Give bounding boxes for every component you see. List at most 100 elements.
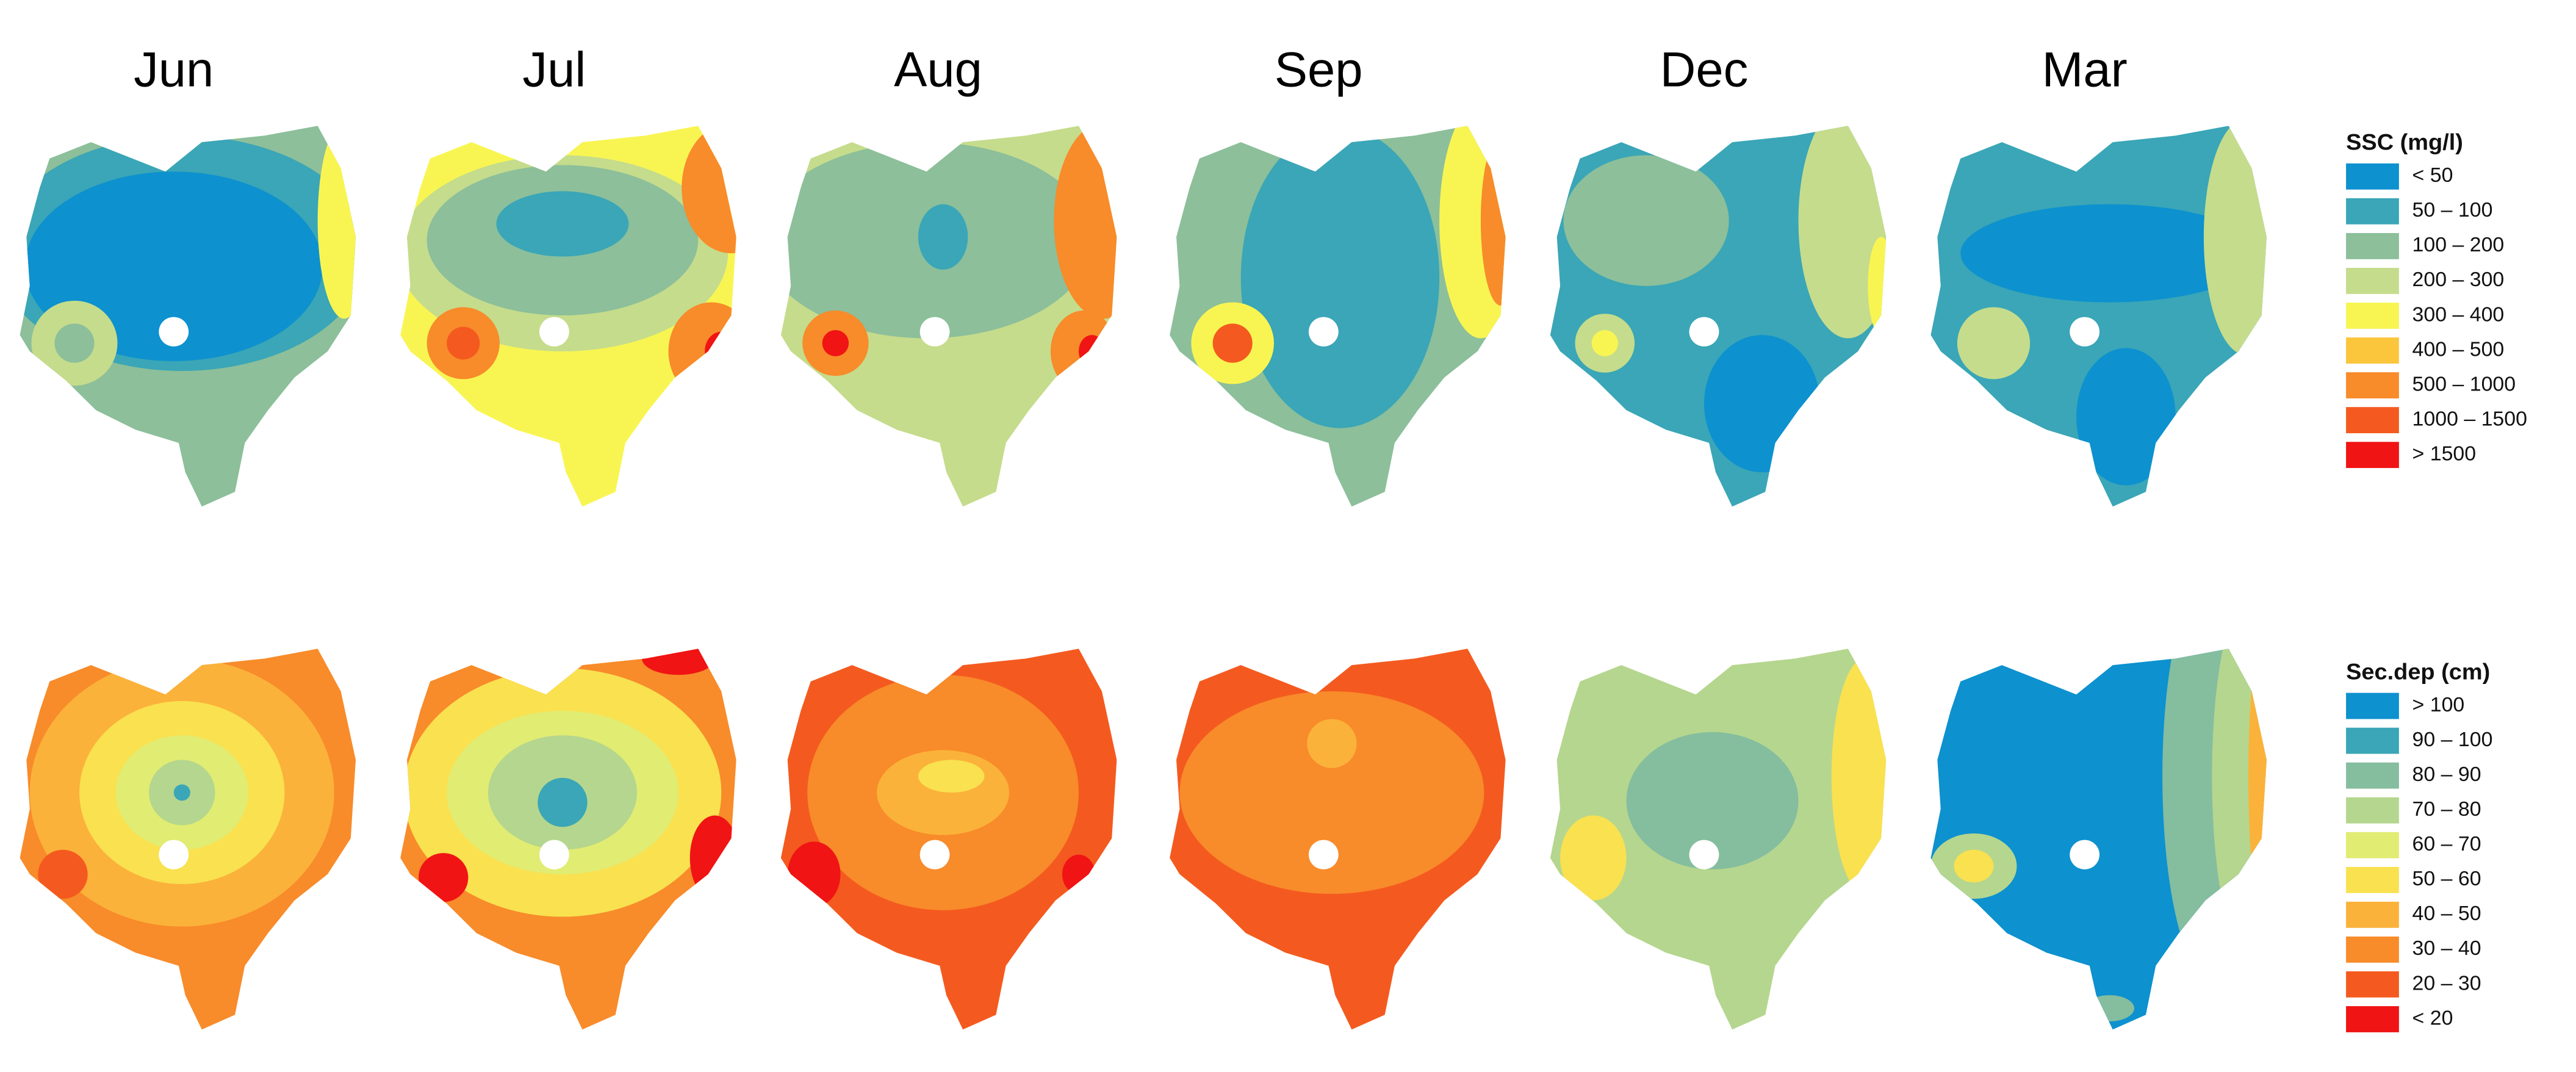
zone [317,126,356,319]
island [1308,317,1339,347]
zone [668,302,736,401]
zone [1591,330,1618,356]
legend-swatch [2346,692,2399,719]
month-label: Sep [1275,43,1363,97]
legend-label: 60 – 70 [2412,833,2481,855]
zone [54,323,95,363]
month-label: Aug [894,43,982,97]
lake-map [1170,126,1506,507]
legend-swatch [2346,936,2399,963]
island [1308,840,1339,869]
zone [1957,307,2031,380]
lake-zones [1170,649,1506,1030]
zone [1078,335,1106,368]
legend-title: Sec.dep (cm) [2346,659,2490,685]
zone [1212,323,1253,363]
zone [918,204,968,270]
island [1689,317,1719,347]
legend-label: 90 – 100 [2412,728,2493,751]
island [919,317,950,347]
legend-label: 300 – 400 [2412,303,2505,326]
legend-swatch [2346,727,2399,754]
zone [1626,732,1799,869]
lake-zones [400,126,736,507]
legend-swatch [2346,866,2399,893]
zone [1307,719,1357,768]
legend-swatch [2346,901,2399,928]
island [1689,840,1719,869]
lake-map [20,649,356,1030]
month-label: Dec [1660,43,1749,97]
lake-zones [1550,126,1887,507]
legend-label: 40 – 50 [2412,902,2481,925]
zone [2084,995,2134,1021]
zone [2248,649,2267,927]
zone [1240,127,1440,428]
island [919,840,950,869]
legend-label: 50 – 100 [2412,199,2493,221]
zone [2203,126,2267,355]
legend-label: > 1500 [2412,443,2477,466]
legend-swatch [2346,762,2399,789]
legend-label: 100 – 200 [2412,234,2505,256]
lake-zones [1930,126,2267,507]
lake-zones [1550,649,1887,1030]
legend-swatch [2346,372,2399,398]
lake-map [1930,649,2267,1030]
legend-label: > 100 [2412,694,2465,716]
legend-swatch [2346,198,2399,225]
lake-zones [1930,649,2267,1030]
zone [1179,691,1484,894]
zone [419,853,469,902]
legend-label: 80 – 90 [2412,763,2481,786]
lake-map [400,126,736,507]
legend-swatch [2346,163,2399,190]
zone [682,126,736,254]
legend-swatch [2346,303,2399,329]
zone [918,760,985,793]
lake-map [400,649,736,1030]
lake-map [1930,126,2267,507]
zone [173,784,190,801]
legend-label: 50 – 60 [2412,868,2481,890]
island [539,840,569,869]
lake-map [20,126,356,507]
zone [1868,237,1887,336]
lake-map [780,126,1117,507]
zone [822,330,849,356]
zone [705,331,736,371]
island [2070,840,2100,869]
zone [38,849,88,899]
lake-zones [780,126,1117,507]
legend-label: 70 – 80 [2412,798,2481,821]
zone [2212,649,2267,948]
legend-swatch [2346,971,2399,998]
legend-label: 1000 – 1500 [2412,408,2527,431]
legend-swatch [2346,267,2399,294]
zone [1798,126,1887,339]
zone [496,191,629,257]
legend-label: 500 – 1000 [2412,373,2516,396]
legend-swatch [2346,337,2399,364]
legend-swatch [2346,832,2399,858]
zone [1054,126,1117,319]
legend-label: 400 – 500 [2412,339,2505,361]
zone [642,649,715,675]
lake-zones [20,126,356,507]
lake-map [780,649,1117,1030]
lake-zones [1170,126,1506,507]
zone [1062,854,1096,894]
zone [447,326,480,360]
island [159,317,189,347]
legend-swatch [2346,1006,2399,1032]
legend-swatch [2346,797,2399,824]
month-label: Jul [522,43,586,97]
lake-map [1550,126,1887,507]
zone [689,815,736,901]
legend-label: < 20 [2412,1007,2453,1030]
zone [1480,135,1506,306]
lake-map [1550,649,1887,1030]
lake-map [1170,649,1506,1030]
legend-label: 30 – 40 [2412,937,2481,960]
